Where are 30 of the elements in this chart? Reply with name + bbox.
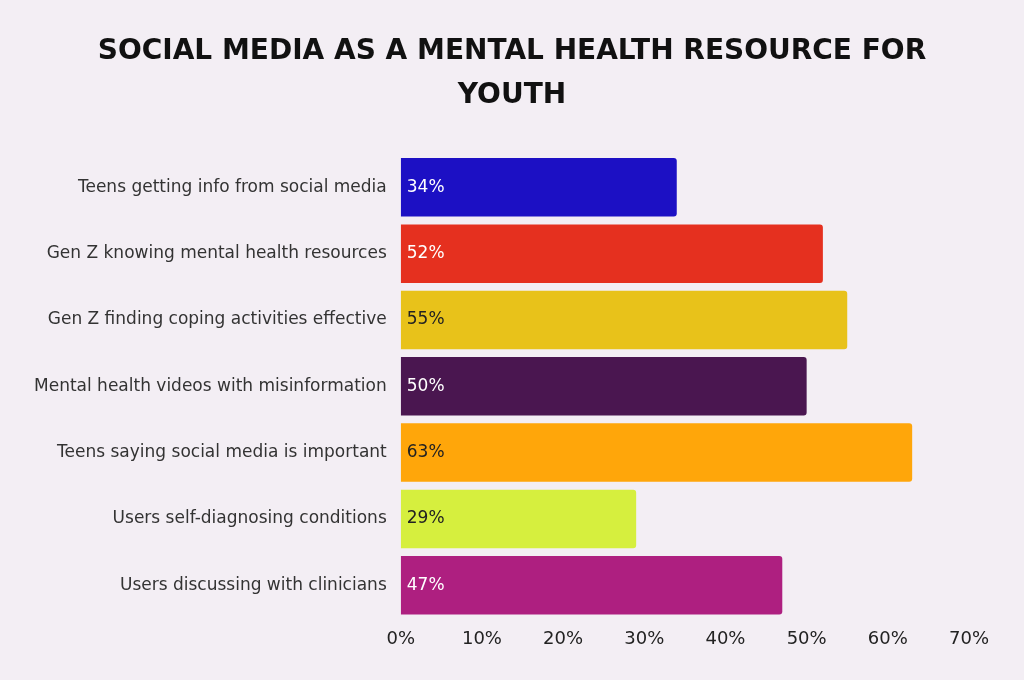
bar (400, 158, 677, 217)
y-tick-label: Users discussing with clinicians (119, 573, 387, 594)
y-tick-label: Teens saying social media is important (56, 441, 388, 462)
bar (400, 357, 807, 416)
x-tick-label: 30% (624, 626, 665, 648)
data-label: 55% (406, 308, 445, 329)
x-tick-label: 0% (386, 626, 416, 648)
data-label: 52% (406, 242, 445, 263)
y-tick-label: Gen Z knowing mental health resources (46, 242, 387, 263)
bar (400, 290, 848, 350)
data-label: 34% (406, 175, 445, 196)
data-label: 63% (406, 441, 445, 462)
bar (400, 224, 823, 283)
data-label: 29% (406, 507, 445, 528)
y-tick-label: Gen Z finding coping activities effective (47, 308, 387, 329)
x-tick-label: 50% (786, 626, 827, 648)
data-label: 50% (406, 374, 445, 395)
x-tick-label: 40% (705, 626, 746, 648)
x-tick-label: 70% (948, 626, 990, 648)
data-label: 47% (406, 573, 445, 594)
x-tick-label: 20% (543, 626, 584, 648)
bar (400, 556, 783, 615)
x-tick-label: 60% (867, 626, 908, 648)
y-tick-label: Users self-diagnosing conditions (112, 507, 387, 528)
bar (400, 423, 913, 482)
chart-title: SOCIAL MEDIA AS A MENTAL HEALTH RESOURCE FOR YOUTH (96, 32, 928, 112)
y-tick-label: Teens getting info from social media (76, 175, 387, 196)
bar (400, 489, 637, 549)
x-tick-label: 10% (461, 626, 502, 648)
y-tick-label: Mental health videos with misinformation (34, 374, 387, 395)
